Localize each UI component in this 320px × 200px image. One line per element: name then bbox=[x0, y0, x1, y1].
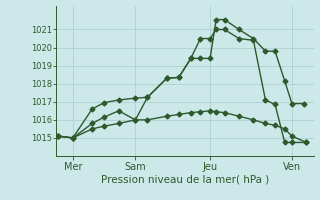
X-axis label: Pression niveau de la mer( hPa ): Pression niveau de la mer( hPa ) bbox=[101, 174, 269, 184]
